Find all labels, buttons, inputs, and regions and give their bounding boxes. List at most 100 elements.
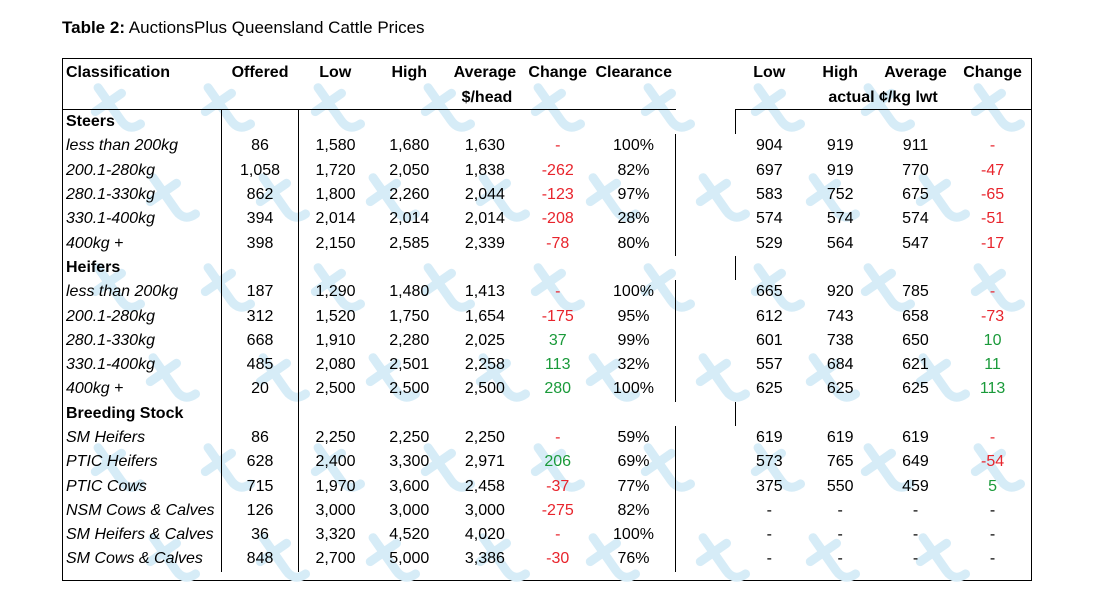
kg-high-cell: 625	[826, 380, 854, 398]
cell-empty	[676, 256, 735, 280]
table-row: SM Heifers 86 2,250 2,250 2,250-59% 619 619 619…	[63, 425, 1031, 451]
average-cell: 2,250	[464, 429, 505, 446]
header-kg-high: High	[822, 64, 858, 81]
header-kg-low: Low	[753, 64, 786, 81]
table-row: 400kg +20 2,500 2,500 2,500 280 100% 625 625 625…	[63, 377, 1031, 402]
kg-average-cell: -	[912, 526, 919, 544]
spacer-cell	[675, 158, 736, 183]
classification-cell: SM Cows & Calves	[66, 550, 203, 568]
kg-change-cell: -	[989, 550, 996, 568]
section-row: Heifers	[63, 255, 1031, 281]
average-cell: 2,458	[464, 477, 505, 495]
kg-average-cell: 547	[902, 234, 929, 252]
clearance-cell: 95%	[617, 307, 650, 325]
offered-cell: 398	[221, 231, 299, 256]
offered-cell: 628	[221, 450, 299, 475]
table-caption: Table 2: AuctionsPlus Queensland Cattle …	[62, 17, 425, 39]
classification-cell: 330.1-400kg	[66, 356, 155, 374]
unit-per-head: $/head	[298, 87, 676, 110]
average-cell: 2,025	[464, 331, 505, 349]
low-cell: 1,520	[297, 304, 373, 329]
low-cell: 2,080	[297, 352, 373, 378]
spacer-cell	[675, 377, 736, 402]
cell-empty	[877, 256, 954, 280]
cell-empty	[676, 402, 735, 426]
header-high: High	[391, 64, 428, 81]
clearance-cell: 97%	[617, 186, 650, 204]
average-cell: 2,500	[464, 380, 505, 398]
kg-low-cell: 665	[755, 283, 783, 301]
header-change: Change	[528, 64, 588, 81]
kg-low-cell: 697	[755, 161, 783, 179]
clearance-cell: 80%	[617, 234, 650, 252]
kg-high-cell: 574	[826, 210, 854, 228]
low-cell: 2,014	[297, 207, 373, 232]
clearance-cell: 32%	[617, 356, 650, 374]
spacer-cell	[675, 134, 736, 159]
table-row: 330.1-400kg 485 2,080 2,501 2,258 113 32% 557 68…	[63, 352, 1031, 378]
kg-high-cell: 765	[826, 453, 854, 471]
high-cell: 3,300	[389, 453, 430, 471]
kg-average-cell: 621	[902, 356, 929, 374]
change-cell: -262	[541, 161, 574, 179]
high-cell: 1,480	[389, 283, 430, 301]
kg-change-cell: -51	[981, 210, 1005, 228]
table-row: NSM Cows & Calves 126 3,000 3,000 3,000 -275 8…	[63, 498, 1031, 524]
spacer-cell	[675, 352, 736, 378]
kg-high-cell: 619	[826, 429, 854, 446]
spacer-cell	[675, 231, 736, 256]
classification-cell: PTIC Cows	[66, 477, 147, 495]
high-cell: 5,000	[389, 550, 430, 568]
clearance-cell: 99%	[617, 331, 650, 349]
cell-empty	[524, 110, 592, 135]
offered-cell: 312	[221, 304, 299, 329]
kg-average-cell: 574	[902, 210, 929, 228]
kg-high-cell: 564	[826, 234, 854, 252]
kg-high-cell: 752	[826, 186, 854, 204]
cell-empty	[446, 256, 523, 280]
high-cell: 3,600	[389, 477, 430, 495]
classification-cell: SM Heifers	[66, 429, 146, 446]
offered-cell: 715	[221, 474, 299, 499]
change-cell: -208	[541, 210, 574, 228]
cell-empty	[734, 255, 804, 281]
table-row: PTIC Cows 715 1,970 3,600 2,458 -37 77% 375 550 4…	[63, 474, 1031, 499]
clearance-cell: 77%	[617, 477, 650, 495]
average-cell: 2,258	[464, 356, 505, 374]
average-cell: 2,971	[464, 453, 505, 471]
clearance-cell: 76%	[617, 550, 650, 568]
cell-empty	[524, 256, 592, 280]
offered-cell: 1,058	[221, 158, 299, 183]
kg-change-cell: -47	[981, 161, 1005, 179]
offered-cell: 36	[221, 523, 299, 548]
section-title: Heifers	[66, 258, 121, 276]
section-row: Breeding Stock	[63, 401, 1031, 426]
low-cell: 1,800	[297, 182, 373, 208]
kg-low-cell: 557	[755, 356, 783, 374]
spacer-cell	[675, 450, 736, 475]
high-cell: 2,500	[389, 380, 430, 398]
kg-change-cell: -	[989, 137, 996, 155]
kg-low-cell: 375	[755, 477, 783, 495]
classification-cell: 280.1-330kg	[66, 186, 155, 204]
clearance-cell: 100%	[613, 526, 654, 544]
average-cell: 3,000	[464, 501, 505, 519]
change-cell: -175	[541, 307, 574, 325]
change-cell: -	[555, 429, 561, 446]
kg-change-cell: 10	[983, 331, 1002, 349]
classification-cell: less than 200kg	[66, 283, 179, 301]
kg-high-cell: -	[837, 550, 843, 568]
header-clearance: Clearance	[595, 64, 672, 81]
offered-cell: 485	[221, 352, 299, 378]
classification-cell: 330.1-400kg	[66, 210, 155, 228]
spacer-cell	[675, 182, 736, 208]
kg-change-cell: -17	[981, 234, 1005, 252]
average-cell: 1,838	[464, 161, 505, 179]
average-cell: 1,413	[464, 283, 505, 301]
cell-empty	[592, 256, 676, 280]
classification-cell: NSM Cows & Calves	[66, 501, 215, 519]
kg-change-cell: -73	[981, 307, 1005, 325]
kg-high-cell: 919	[826, 137, 854, 155]
low-cell: 2,150	[297, 231, 373, 256]
clearance-cell: 59%	[617, 429, 650, 446]
